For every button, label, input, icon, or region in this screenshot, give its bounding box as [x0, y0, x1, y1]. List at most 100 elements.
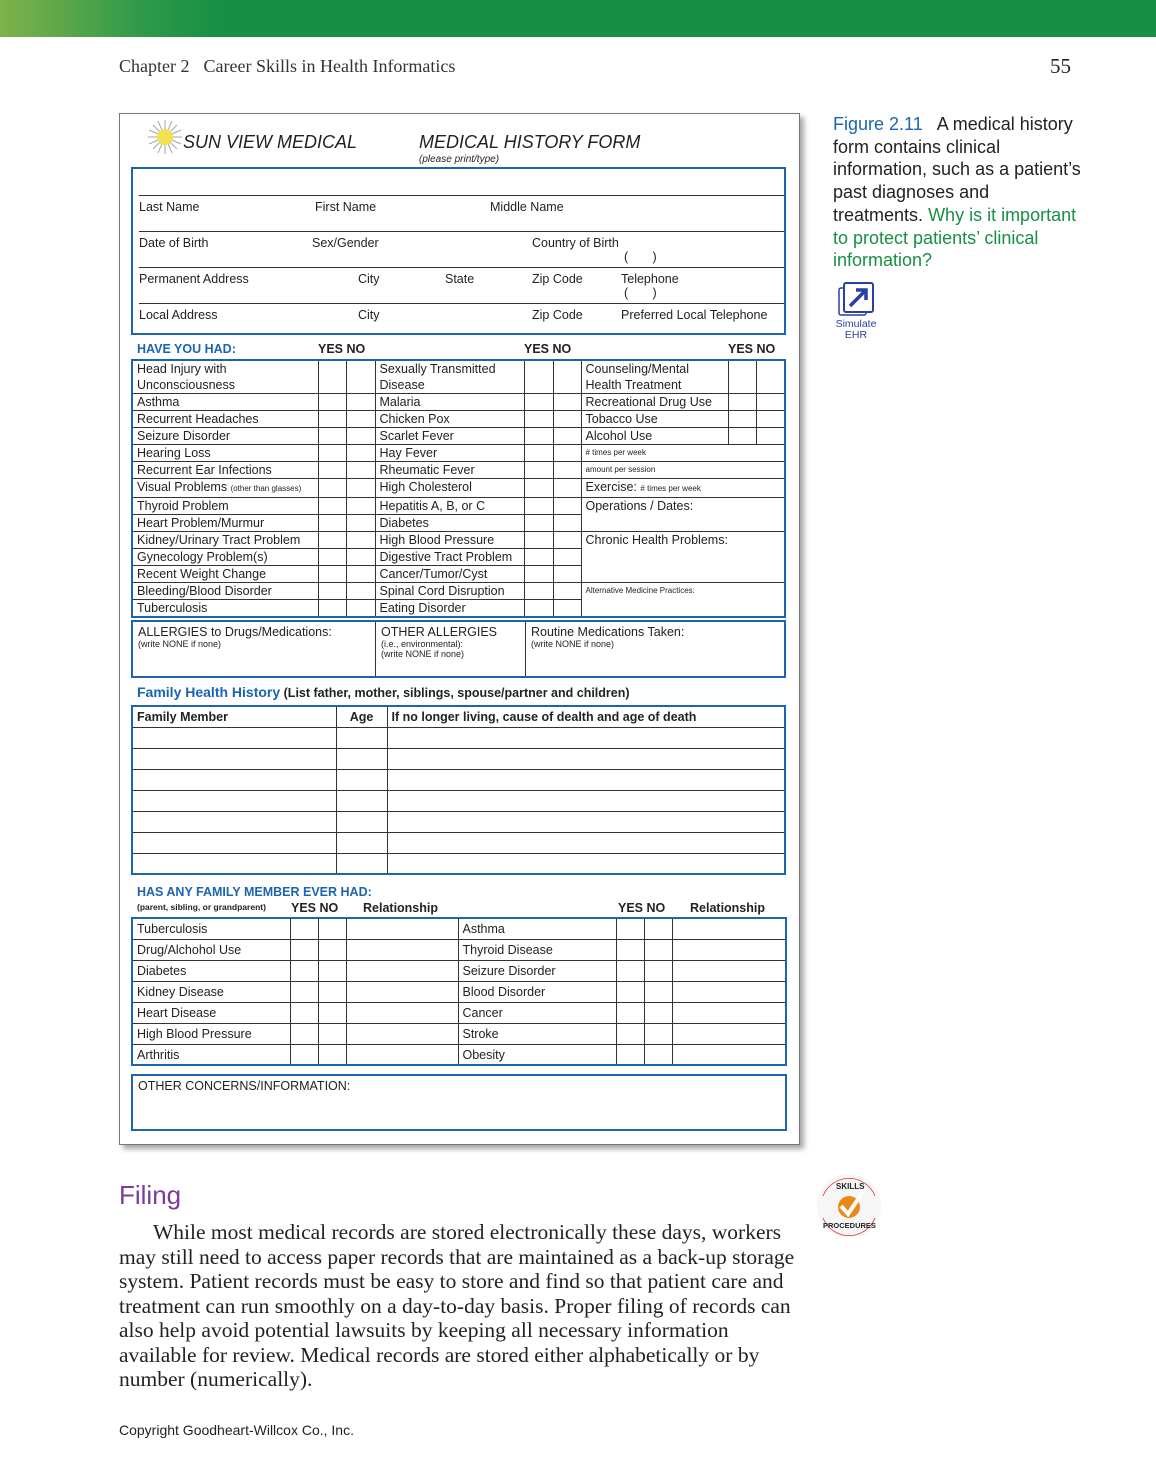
yes-checkbox[interactable] — [317, 359, 347, 394]
yes-checkbox[interactable] — [523, 565, 554, 583]
relationship-input[interactable] — [671, 938, 787, 961]
no-checkbox[interactable] — [345, 599, 376, 618]
cause-of-death-input[interactable] — [386, 768, 786, 791]
no-checkbox[interactable] — [345, 410, 376, 428]
yes-checkbox[interactable] — [317, 582, 347, 600]
no-checkbox[interactable] — [317, 1043, 347, 1066]
local-city-field[interactable]: City — [358, 308, 380, 322]
family-member-input[interactable] — [131, 789, 337, 812]
yes-checkbox[interactable] — [523, 359, 554, 394]
yes-checkbox[interactable] — [523, 478, 554, 498]
no-checkbox[interactable] — [345, 514, 376, 532]
no-checkbox[interactable] — [755, 427, 786, 445]
cause-of-death-input[interactable] — [386, 831, 786, 854]
last-name-field[interactable]: Last Name — [139, 200, 200, 214]
yes-checkbox[interactable] — [317, 444, 347, 462]
no-checkbox[interactable] — [345, 582, 376, 600]
relationship-input[interactable] — [345, 980, 459, 1003]
no-checkbox[interactable] — [345, 359, 376, 394]
yes-checkbox[interactable] — [317, 410, 347, 428]
relationship-input[interactable] — [345, 938, 459, 961]
no-checkbox[interactable] — [643, 938, 673, 961]
preferred-telephone-field[interactable]: Preferred Local Telephone — [621, 308, 768, 322]
family-member-input[interactable] — [131, 726, 337, 749]
no-checkbox[interactable] — [643, 1043, 673, 1066]
yes-checkbox[interactable] — [523, 582, 554, 600]
no-checkbox[interactable] — [552, 461, 582, 479]
age-input[interactable] — [335, 768, 388, 791]
family-member-input[interactable] — [131, 810, 337, 833]
family-member-input[interactable] — [131, 831, 337, 854]
age-input[interactable] — [335, 852, 388, 875]
no-checkbox[interactable] — [345, 565, 376, 583]
yes-checkbox[interactable] — [523, 497, 554, 515]
relationship-input[interactable] — [345, 917, 459, 940]
yes-checkbox[interactable] — [317, 393, 347, 411]
yes-checkbox[interactable] — [523, 427, 554, 445]
relationship-input[interactable] — [345, 1022, 459, 1045]
yes-checkbox[interactable] — [523, 531, 554, 549]
no-checkbox[interactable] — [345, 497, 376, 515]
simulate-ehr-button[interactable]: Simulate EHR — [833, 282, 879, 341]
yes-checkbox[interactable] — [289, 938, 319, 961]
relationship-input[interactable] — [345, 1001, 459, 1024]
yes-checkbox[interactable] — [317, 599, 347, 618]
yes-checkbox[interactable] — [317, 427, 347, 445]
yes-checkbox[interactable] — [523, 548, 554, 566]
no-checkbox[interactable] — [345, 531, 376, 549]
yes-checkbox[interactable] — [289, 1001, 319, 1024]
no-checkbox[interactable] — [317, 938, 347, 961]
no-checkbox[interactable] — [552, 531, 582, 549]
cause-of-death-input[interactable] — [386, 810, 786, 833]
yes-checkbox[interactable] — [615, 1022, 645, 1045]
yes-checkbox[interactable] — [317, 565, 347, 583]
cause-of-death-input[interactable] — [386, 852, 786, 875]
no-checkbox[interactable] — [552, 410, 582, 428]
chronic-problems-field[interactable]: Chronic Health Problems: — [580, 531, 786, 583]
cause-of-death-input[interactable] — [386, 726, 786, 749]
no-checkbox[interactable] — [552, 427, 582, 445]
country-field[interactable]: Country of Birth — [532, 236, 619, 250]
yes-checkbox[interactable] — [317, 478, 347, 498]
local-address-field[interactable]: Local Address — [139, 308, 218, 322]
yes-checkbox[interactable] — [523, 461, 554, 479]
no-checkbox[interactable] — [552, 497, 582, 515]
yes-checkbox[interactable] — [615, 959, 645, 982]
amount-per-session-field[interactable]: amount per session — [580, 461, 786, 479]
no-checkbox[interactable] — [317, 1022, 347, 1045]
no-checkbox[interactable] — [345, 427, 376, 445]
age-input[interactable] — [335, 726, 388, 749]
yes-checkbox[interactable] — [615, 938, 645, 961]
no-checkbox[interactable] — [755, 410, 786, 428]
yes-checkbox[interactable] — [317, 461, 347, 479]
yes-checkbox[interactable] — [289, 1022, 319, 1045]
first-name-field[interactable]: First Name — [315, 200, 377, 214]
yes-checkbox[interactable] — [317, 548, 347, 566]
state-field[interactable]: State — [445, 272, 475, 286]
relationship-input[interactable] — [671, 1043, 787, 1066]
age-input[interactable] — [335, 810, 388, 833]
no-checkbox[interactable] — [552, 548, 582, 566]
yes-checkbox[interactable] — [523, 444, 554, 462]
times-per-week-field[interactable]: # times per week — [580, 444, 786, 462]
yes-checkbox[interactable] — [615, 917, 645, 940]
operations-field[interactable]: Operations / Dates: — [580, 497, 786, 532]
no-checkbox[interactable] — [643, 980, 673, 1003]
family-member-input[interactable] — [131, 768, 337, 791]
yes-checkbox[interactable] — [289, 917, 319, 940]
yes-checkbox[interactable] — [289, 980, 319, 1003]
relationship-input[interactable] — [671, 1001, 787, 1024]
alternative-medicine-field[interactable]: Alternative Medicine Practices: — [580, 582, 786, 618]
no-checkbox[interactable] — [345, 461, 376, 479]
cause-of-death-input[interactable] — [386, 747, 786, 770]
yes-checkbox[interactable] — [289, 959, 319, 982]
no-checkbox[interactable] — [317, 959, 347, 982]
no-checkbox[interactable] — [345, 478, 376, 498]
no-checkbox[interactable] — [552, 514, 582, 532]
yes-checkbox[interactable] — [289, 1043, 319, 1066]
no-checkbox[interactable] — [755, 393, 786, 411]
age-input[interactable] — [335, 831, 388, 854]
no-checkbox[interactable] — [643, 959, 673, 982]
no-checkbox[interactable] — [552, 359, 582, 394]
yes-checkbox[interactable] — [523, 393, 554, 411]
